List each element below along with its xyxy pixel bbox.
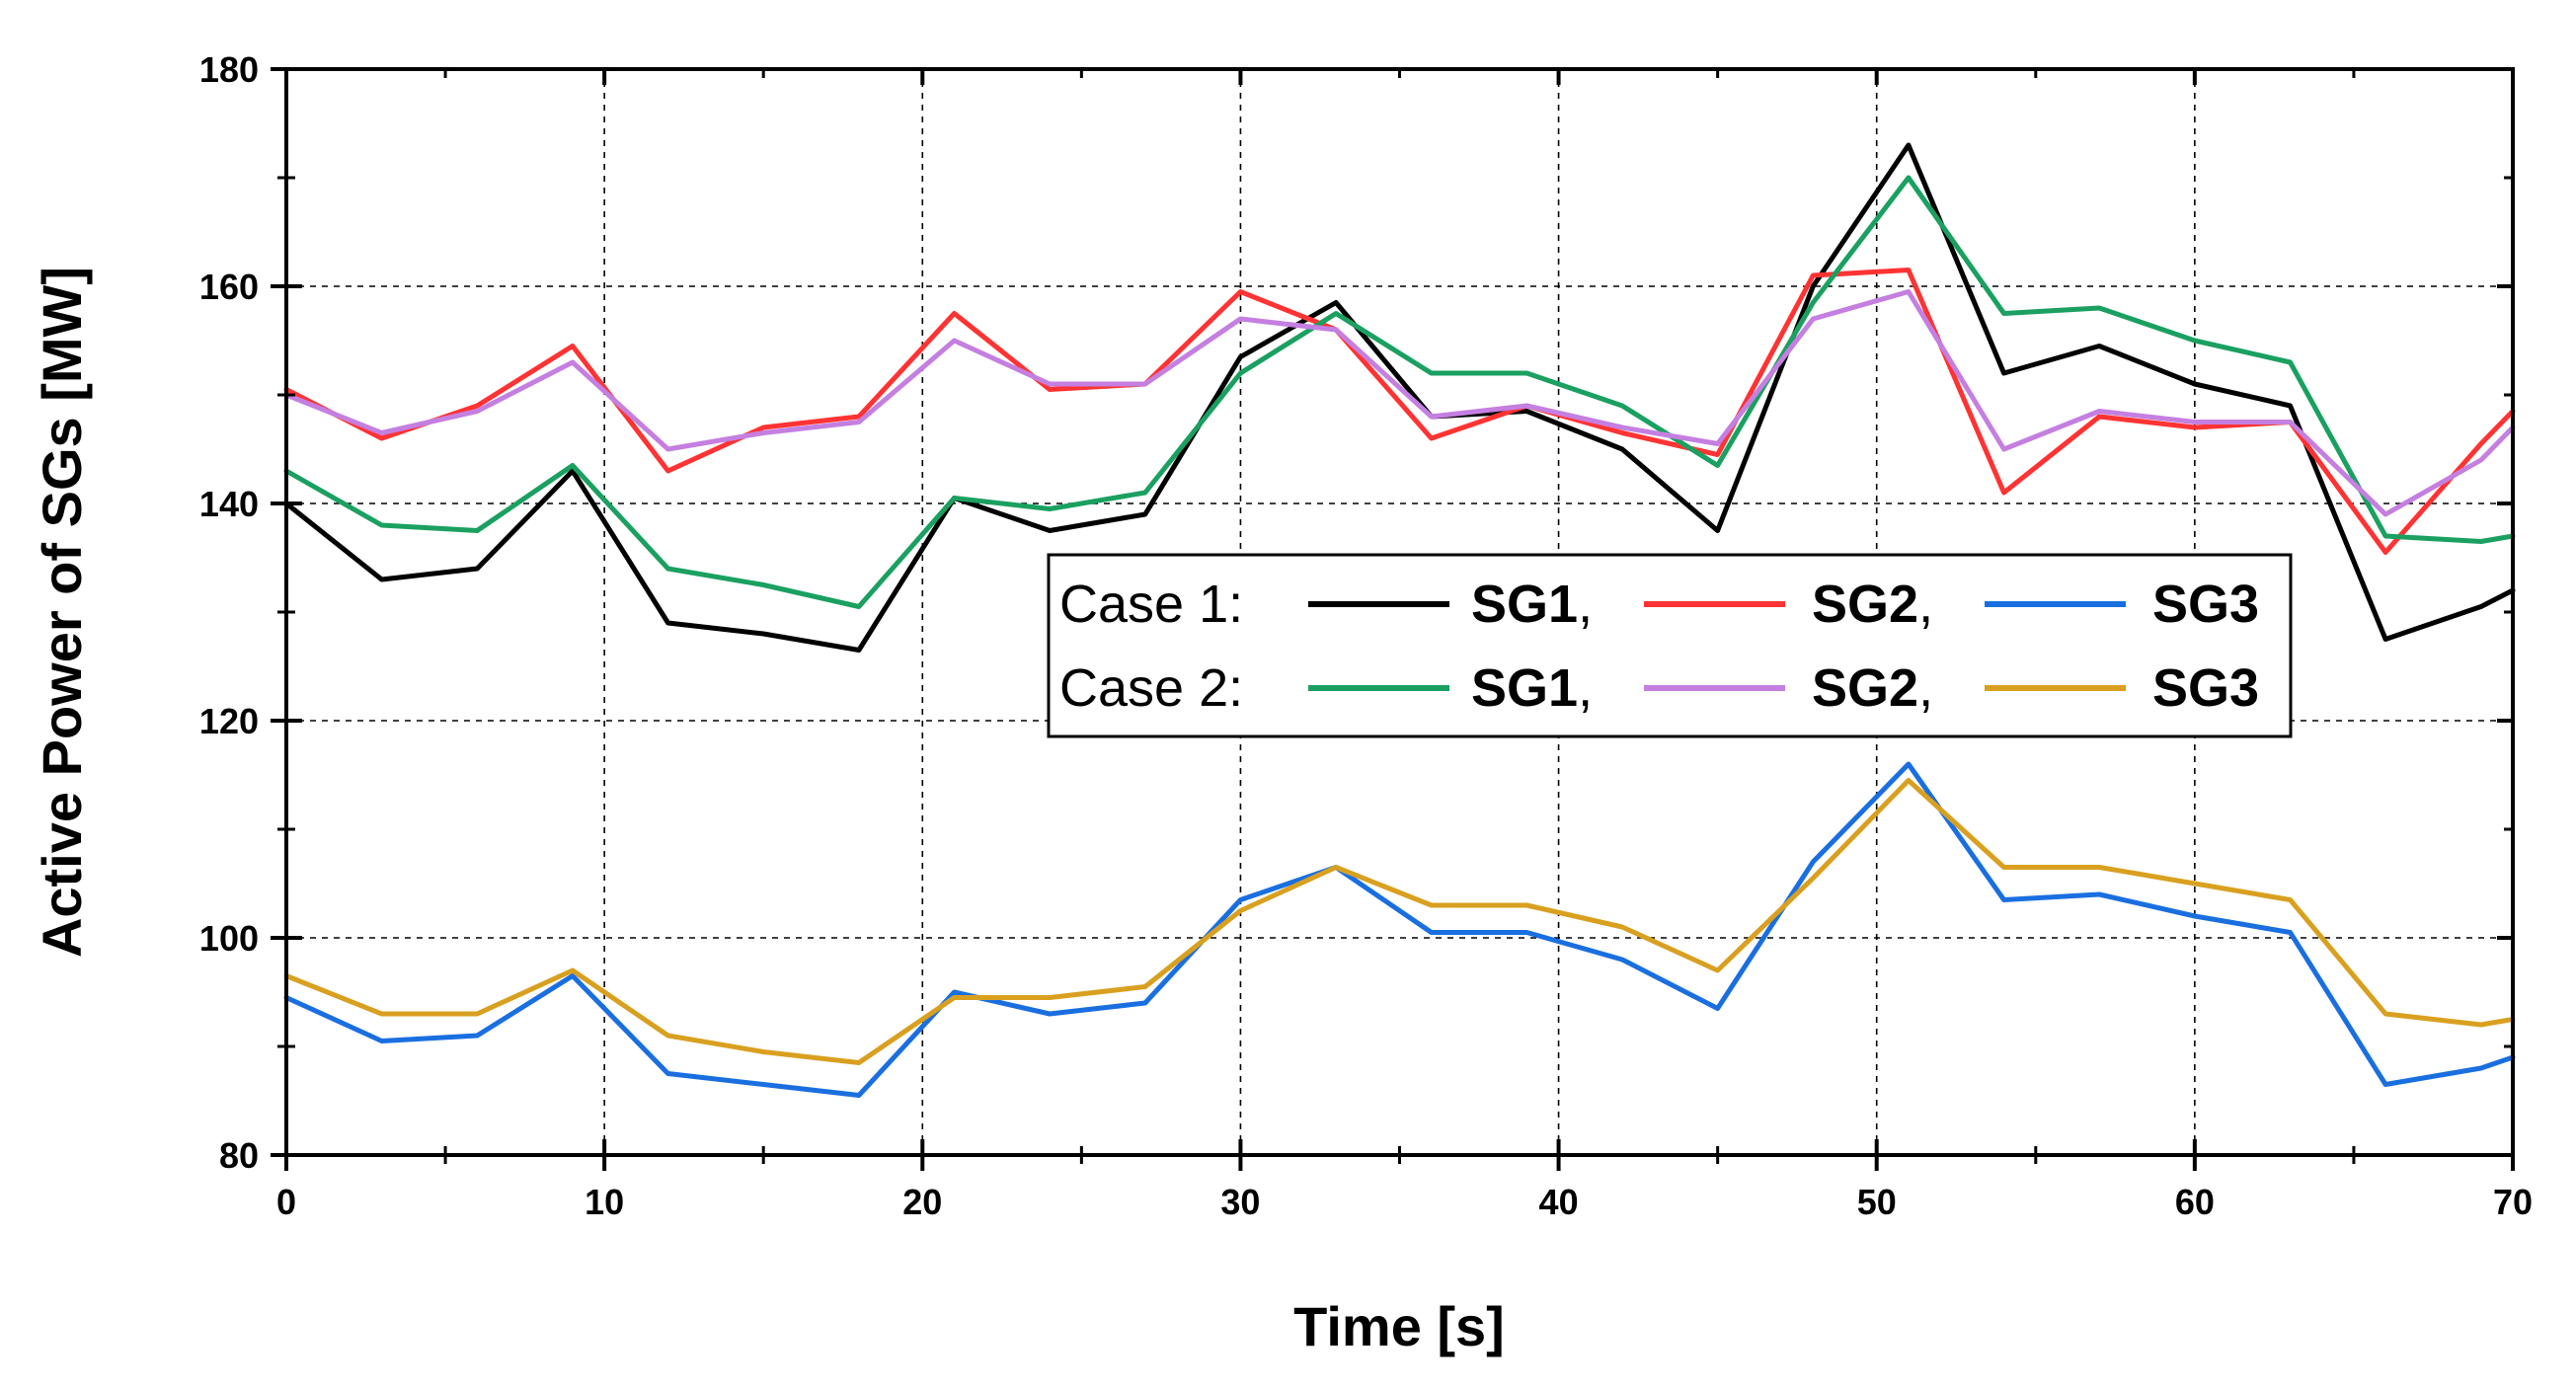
x-tick-label-60: 60 (2175, 1182, 2215, 1222)
x-tick-label-0: 0 (276, 1182, 296, 1222)
y-tick-label-80: 80 (219, 1135, 259, 1176)
series-line-case-2-sg3 (283, 778, 2516, 1065)
legend-entry-case2-sg2: SG2, (1812, 658, 1933, 718)
legend-entry-case2-sg1: SG1, (1471, 658, 1593, 718)
tick-labels: 0 10 20 30 40 50 60 70 80 100 120 140 160 180 (199, 49, 2533, 1222)
legend-row2-label: Case 2: (1059, 658, 1243, 718)
x-tick-label-30: 30 (1220, 1182, 1260, 1222)
legend: Case 1: SG1, SG2, SG3 Case 2: SG1, SG2, … (1047, 553, 2293, 738)
y-tick-label-140: 140 (199, 484, 259, 524)
legend-entry-case1-sg3: SG3 (2152, 575, 2259, 634)
grid (286, 69, 2513, 1155)
y-tick-label-180: 180 (199, 49, 259, 90)
x-tick-label-10: 10 (585, 1182, 624, 1222)
series-line-case-2-sg2 (283, 289, 2516, 517)
series-line-case-2-sg1 (283, 175, 2516, 609)
x-tick-label-20: 20 (902, 1182, 942, 1222)
legend-row1-label: Case 1: (1059, 575, 1243, 634)
axis-ticks (271, 67, 2515, 1171)
series-line-case-1-sg3 (283, 761, 2516, 1098)
series-group (283, 142, 2516, 1098)
y-axis-title: Active Power of SGs [MW] (31, 267, 93, 958)
x-tick-label-50: 50 (1857, 1182, 1897, 1222)
y-tick-label-120: 120 (199, 701, 259, 741)
y-tick-label-100: 100 (199, 918, 259, 959)
x-axis-title: Time [s] (1293, 1295, 1505, 1357)
legend-box (1047, 553, 2293, 738)
y-tick-label-160: 160 (199, 267, 259, 307)
legend-entry-case1-sg1: SG1, (1471, 575, 1593, 634)
x-tick-label-40: 40 (1539, 1182, 1579, 1222)
x-tick-label-70: 70 (2493, 1182, 2533, 1222)
series-line-case-1-sg2 (283, 268, 2516, 555)
legend-entry-case1-sg2: SG2, (1812, 575, 1933, 634)
legend-entry-case2-sg3: SG3 (2152, 658, 2259, 718)
